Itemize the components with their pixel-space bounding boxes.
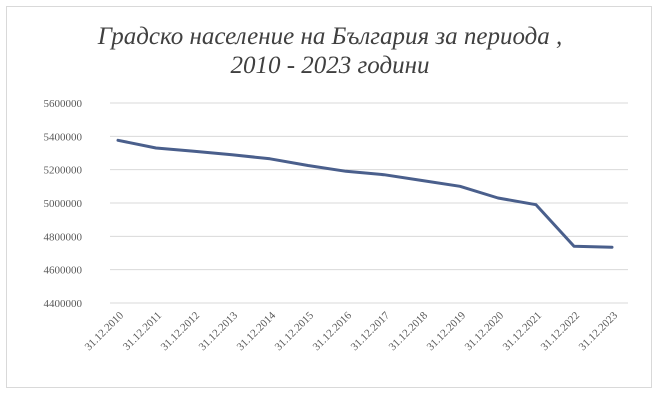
x-tick-label: 31.12.2010 [83,309,127,353]
y-tick-label: 4400000 [44,298,83,310]
x-tick-label: 31.12.2019 [425,309,469,353]
y-axis-ticks: 4400000 4600000 4800000 5000000 5200000 54000… [44,98,83,310]
x-axis-ticks: 31.12.201031.12.201131.12.201231.12.2013… [83,309,621,353]
y-tick-label: 4800000 [44,231,83,243]
chart-title-line-1: Градско население на България за периода… [97,23,563,50]
x-tick-label: 31.12.2016 [311,309,355,353]
series-group [116,138,614,249]
y-tick-label: 5400000 [44,131,83,143]
gridlines [110,102,628,304]
x-tick-label: 31.12.2012 [159,310,202,353]
y-tick-label: 4600000 [44,265,83,277]
y-tick-label: 5200000 [44,165,83,177]
x-tick-label: 31.12.2013 [197,309,241,353]
chart-title-line-2: 2010 - 2023 години [230,52,430,79]
x-tick-label: 31.12.2022 [539,310,582,353]
y-tick-label: 5600000 [44,98,83,110]
x-tick-label: 31.12.2014 [235,309,279,353]
x-tick-label: 31.12.2015 [273,309,317,353]
x-tick-label: 31.12.2017 [349,309,393,353]
y-tick-label: 5000000 [44,198,83,210]
chart-title: Градско население на България за периода… [0,22,660,80]
x-tick-label: 31.12.2020 [463,309,507,353]
chart-frame [6,6,652,388]
x-tick-label: 31.12.2021 [501,310,544,353]
x-tick-label: 31.12.2018 [387,309,431,353]
x-tick-label: 31.12.2023 [577,309,621,353]
series-line [116,138,614,249]
x-tick-label: 31.12.2011 [121,310,164,353]
